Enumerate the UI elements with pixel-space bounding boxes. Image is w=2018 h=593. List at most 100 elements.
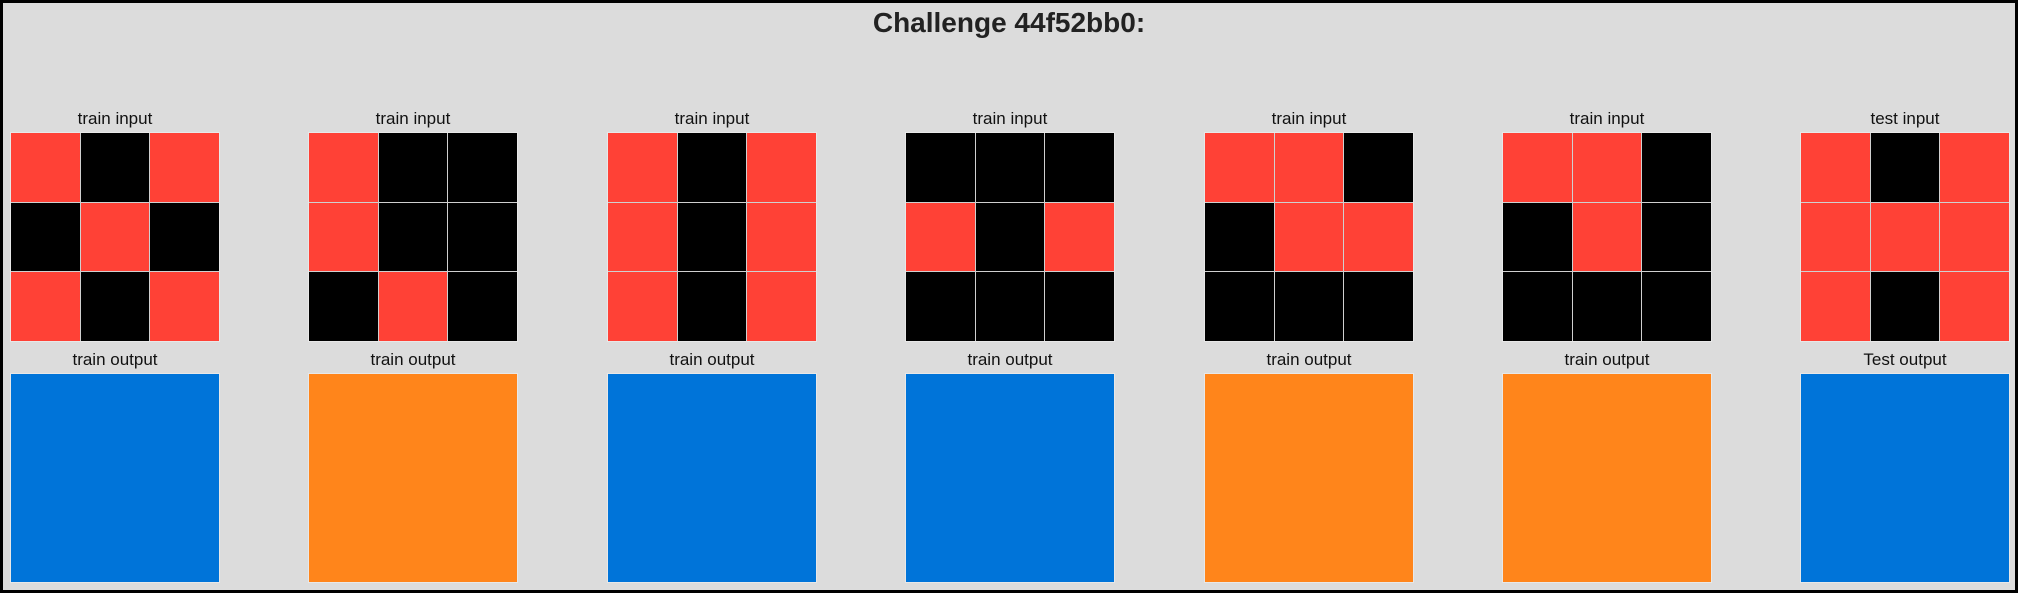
grid-cell bbox=[608, 272, 677, 341]
grid-cell bbox=[677, 202, 747, 272]
grid-cell bbox=[80, 202, 150, 272]
grid-cell bbox=[1503, 133, 1572, 202]
grid-cell bbox=[1572, 272, 1642, 341]
grid-cell bbox=[378, 202, 448, 272]
grid-cell bbox=[906, 374, 1114, 582]
grid-cell bbox=[80, 133, 150, 202]
grid-cell bbox=[378, 272, 448, 341]
input-grid bbox=[10, 132, 220, 342]
input-grid bbox=[308, 132, 518, 342]
grid-cell bbox=[150, 272, 219, 341]
grid-cell bbox=[608, 202, 677, 272]
grid-cell bbox=[1870, 272, 1940, 341]
output-label: train output bbox=[370, 350, 456, 369]
output-grid bbox=[905, 373, 1115, 583]
input-label: train input bbox=[375, 109, 451, 128]
output-grid bbox=[607, 373, 817, 583]
input-grid bbox=[1800, 132, 2010, 342]
output-label: train output bbox=[669, 350, 755, 369]
grid-cell bbox=[1205, 374, 1413, 582]
grid-cell bbox=[309, 202, 378, 272]
output-label: train output bbox=[967, 350, 1053, 369]
grid-cell bbox=[1940, 133, 2009, 202]
grid-cell bbox=[1870, 133, 1940, 202]
output-grid bbox=[1204, 373, 1414, 583]
grid-cell bbox=[1940, 202, 2009, 272]
grid-cell bbox=[1572, 202, 1642, 272]
grid-cell bbox=[1642, 272, 1711, 341]
output-label: train output bbox=[72, 350, 158, 369]
input-label: train input bbox=[1271, 109, 1347, 128]
grid-cell bbox=[11, 133, 80, 202]
grid-cell bbox=[1503, 202, 1572, 272]
grid-cell bbox=[1274, 133, 1344, 202]
grid-cell bbox=[1801, 202, 1870, 272]
grid-cell bbox=[747, 202, 816, 272]
grid-cell bbox=[1940, 272, 2009, 341]
input-label: train input bbox=[674, 109, 750, 128]
grid-cell bbox=[906, 202, 975, 272]
grid-cell bbox=[608, 133, 677, 202]
grid-cell bbox=[1344, 272, 1413, 341]
grid-cell bbox=[1801, 133, 1870, 202]
grid-cell bbox=[1045, 202, 1114, 272]
grid-cell bbox=[1205, 202, 1274, 272]
grid-cell bbox=[80, 272, 150, 341]
grid-cell bbox=[309, 374, 517, 582]
grid-cell bbox=[1642, 133, 1711, 202]
output-label: Test output bbox=[1863, 350, 1947, 369]
output-label: train output bbox=[1266, 350, 1352, 369]
grid-cell bbox=[1274, 272, 1344, 341]
grid-cell bbox=[1274, 202, 1344, 272]
grid-cell bbox=[1503, 374, 1711, 582]
grid-cell bbox=[448, 133, 517, 202]
input-label: train input bbox=[972, 109, 1048, 128]
grid-cell bbox=[906, 133, 975, 202]
input-grid bbox=[1204, 132, 1414, 342]
grid-cell bbox=[1205, 133, 1274, 202]
grid-cell bbox=[1045, 133, 1114, 202]
grid-cell bbox=[677, 133, 747, 202]
grid-cell bbox=[975, 133, 1045, 202]
output-label: train output bbox=[1564, 350, 1650, 369]
grid-cell bbox=[608, 374, 816, 582]
grid-cell bbox=[448, 272, 517, 341]
grid-cell bbox=[378, 133, 448, 202]
grid-cell bbox=[1801, 272, 1870, 341]
input-grid bbox=[1502, 132, 1712, 342]
grid-cell bbox=[1801, 374, 2009, 582]
grid-cell bbox=[1344, 202, 1413, 272]
output-grid bbox=[10, 373, 220, 583]
grid-cell bbox=[906, 272, 975, 341]
grid-cell bbox=[747, 133, 816, 202]
grid-cell bbox=[11, 272, 80, 341]
grid-cell bbox=[309, 133, 378, 202]
figure-frame: Challenge 44f52bb0: train input train out… bbox=[3, 3, 2015, 590]
output-grid bbox=[1502, 373, 1712, 583]
grid-cell bbox=[150, 202, 219, 272]
grid-cell bbox=[1870, 202, 1940, 272]
figure-title: Challenge 44f52bb0: bbox=[872, 7, 1146, 38]
grid-cell bbox=[1344, 133, 1413, 202]
grid-cell bbox=[677, 272, 747, 341]
input-label: train input bbox=[77, 109, 153, 128]
input-label: test input bbox=[1870, 109, 1940, 128]
output-grid bbox=[308, 373, 518, 583]
input-grid bbox=[607, 132, 817, 342]
grid-cell bbox=[747, 272, 816, 341]
grid-cell bbox=[1205, 272, 1274, 341]
grid-cell bbox=[1642, 202, 1711, 272]
grid-cell bbox=[1045, 272, 1114, 341]
grid-cell bbox=[975, 202, 1045, 272]
input-label: train input bbox=[1569, 109, 1645, 128]
grid-cell bbox=[11, 202, 80, 272]
grid-cell bbox=[975, 272, 1045, 341]
grid-cell bbox=[448, 202, 517, 272]
grid-cell bbox=[150, 133, 219, 202]
input-grid bbox=[905, 132, 1115, 342]
grid-cell bbox=[1503, 272, 1572, 341]
grid-cell bbox=[11, 374, 219, 582]
grid-cell bbox=[309, 272, 378, 341]
output-grid bbox=[1800, 373, 2010, 583]
grid-cell bbox=[1572, 133, 1642, 202]
